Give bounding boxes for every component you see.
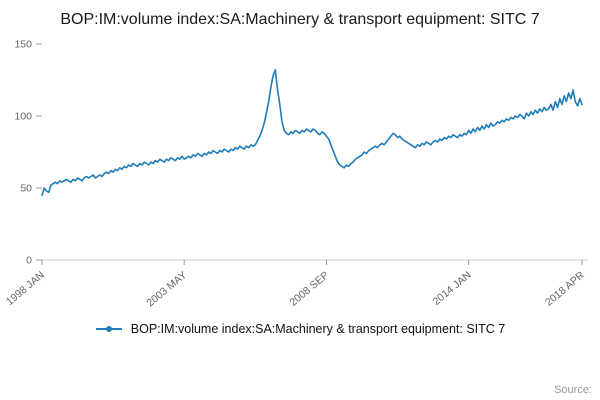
x-axis-tick-label: 2008 SEP bbox=[287, 269, 331, 309]
plot-area: 0 50 100 150 1998 JAN 2003 MAY 2008 SEP 2014 JA… bbox=[0, 30, 600, 320]
x-axis-tick-label: 1998 JAN bbox=[4, 269, 47, 308]
y-axis-tick-label: 50 bbox=[20, 183, 32, 195]
line-chart: 0 50 100 150 1998 JAN 2003 MAY 2008 SEP 2014 JA… bbox=[4, 39, 588, 309]
y-axis-tick-label: 150 bbox=[14, 39, 32, 51]
x-axis-tick-label: 2003 MAY bbox=[144, 269, 189, 309]
legend: BOP:IM:volume index:SA:Machinery & trans… bbox=[0, 322, 600, 336]
legend-label: BOP:IM:volume index:SA:Machinery & trans… bbox=[130, 322, 506, 336]
legend-line-marker-icon bbox=[95, 326, 122, 332]
x-axis-tick-label: 2018 APR bbox=[543, 269, 587, 309]
data-series-line bbox=[41, 69, 583, 196]
y-axis-tick-label: 0 bbox=[26, 255, 32, 267]
y-axis-tick-label: 100 bbox=[14, 111, 32, 123]
x-axis-tick-label: 2014 JAN bbox=[431, 269, 474, 308]
source-label: Source: bbox=[554, 384, 592, 396]
chart-title: BOP:IM:volume index:SA:Machinery & trans… bbox=[60, 11, 540, 28]
